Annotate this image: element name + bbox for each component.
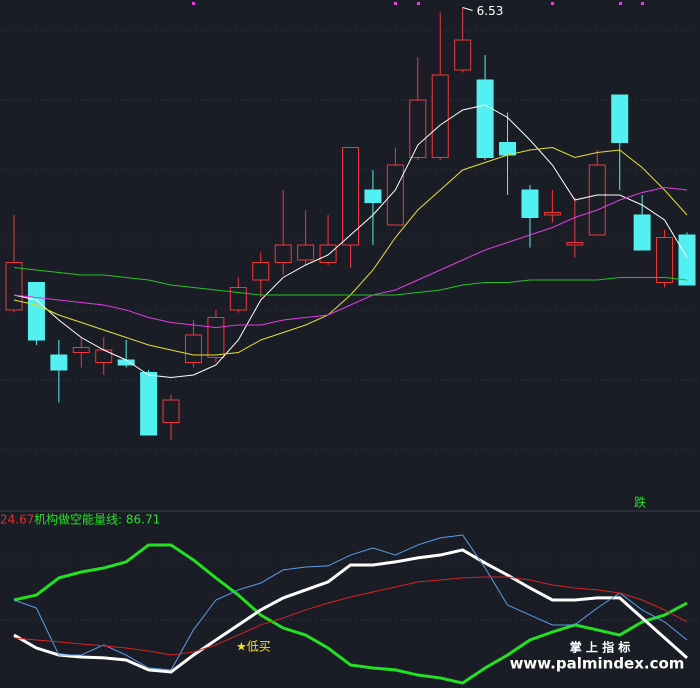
moving-average [13,104,688,379]
buy-signal: ★低买 [236,640,271,654]
candle-body [521,189,539,218]
candle-body [297,244,315,261]
candle-body [319,244,337,263]
candle-body [566,242,584,246]
candle-body [162,399,180,423]
candle-body [229,287,247,311]
indicator-line [13,534,688,671]
indicator-line [13,548,688,674]
candle-body [5,262,23,311]
candle-body [499,142,517,156]
candle-body [27,282,45,341]
watermark: 掌 上 指 标 [570,640,631,655]
moving-average [13,267,688,296]
candle-body [140,372,158,436]
candle-body [386,164,404,226]
candle-body [342,147,359,246]
readout: 24.67 [0,513,34,527]
marks: 6.53 [5,4,696,685]
indicator-title: 机构做空能量线: 86.71 [34,512,160,527]
candle-body [274,244,292,263]
moving-average [13,186,688,329]
signal-dots [192,2,644,5]
signal-label: 跌 [634,495,646,510]
candle-body [207,317,225,358]
watermark: www.palmindex.com [510,655,685,673]
candle-body [543,212,561,216]
candle-body [656,237,674,283]
candle-body [72,347,90,353]
candle-body [633,214,651,251]
indicator-line [13,576,688,656]
candle-body [409,99,427,158]
candle-body [184,334,202,363]
high-label: 6.53 [477,4,504,18]
candle-body [431,74,449,158]
candle-body [454,39,472,71]
candle-body [50,354,68,371]
candle-body [476,79,494,158]
candle-body [364,189,382,203]
candle-body [252,262,270,281]
candle-body [678,234,696,286]
candle-body [588,164,606,236]
candle-body [95,349,113,363]
candle-body [611,94,629,143]
high-pointer [462,7,473,11]
